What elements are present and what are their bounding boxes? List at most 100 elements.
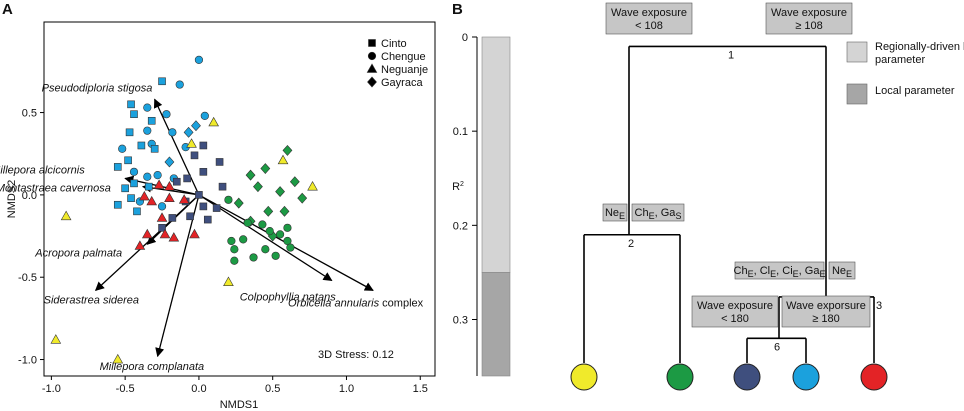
sample-point-yellow (277, 154, 289, 165)
sample-point-green (263, 205, 274, 217)
split-1-left-box: Wave exposure< 108 (605, 2, 693, 35)
split-6-left-box-text: < 180 (721, 313, 749, 325)
sample-point-navy (199, 168, 208, 176)
sample-point-yellow (50, 334, 62, 344)
sample-point-blue (130, 110, 138, 119)
species-vector-label: Siderastrea siderea (44, 294, 139, 306)
sample-point-blue (113, 200, 122, 209)
split-1-right-box: Wave exposure≥ 108 (765, 2, 853, 35)
sample-point-green (279, 205, 290, 217)
sample-point-green (249, 253, 258, 262)
legend-swatch-local (846, 83, 868, 105)
split-3-left-box-bg (734, 261, 825, 280)
sample-point-green (243, 218, 252, 227)
species-vector-label: Montastraea cavernosa (0, 183, 111, 195)
legend-label: Gayraca (381, 77, 423, 89)
sample-point-green (275, 186, 285, 198)
split-2-right-box: ChE, GaS (631, 203, 685, 222)
split-number: 6 (774, 341, 780, 353)
sample-point-blue (124, 156, 132, 165)
sample-point-green (253, 181, 263, 193)
sample-point-green (289, 176, 300, 188)
legend-marker-circle (367, 51, 377, 61)
sample-point-red (178, 194, 190, 204)
sample-point-blue (143, 103, 152, 112)
split-number: 1 (728, 49, 734, 61)
tree-legend-label: parameter (875, 54, 925, 66)
r2-tick-label: 0.3 (453, 315, 468, 327)
species-vector (198, 194, 333, 282)
sample-point-yellow (223, 276, 234, 286)
species-vectors: Pseudodiploria stigosa Millepora alcicorn… (0, 82, 424, 373)
legend-label: Chengue (381, 51, 426, 63)
species-vector-label: Orbicella annularis complex (288, 297, 424, 309)
sample-point-green (245, 169, 256, 181)
species-vector (155, 194, 200, 358)
sample-point-navy (183, 174, 191, 183)
tree-leaf-green (666, 363, 694, 391)
sample-point-blue (127, 100, 135, 109)
split-number: 2 (628, 238, 634, 250)
sample-point-blue (118, 144, 127, 153)
tree-leaf-blue (792, 363, 820, 391)
r2-tick-label: 0 (462, 32, 468, 44)
legend-label: Neguanje (381, 64, 428, 76)
sample-point-green (283, 223, 292, 232)
sample-point-blue (191, 120, 201, 132)
sample-point-green (271, 251, 280, 260)
sample-point-yellow (307, 181, 318, 191)
sample-point-blue (143, 172, 152, 181)
sample-point-blue (143, 126, 152, 135)
y-tick-label: 0.0 (22, 190, 37, 202)
r2-tick-label: 0.2 (453, 220, 468, 232)
split-2-left-box-bg (602, 203, 628, 222)
nmds-plot-frame (43, 21, 436, 377)
tree-leaf-red (860, 363, 888, 391)
split-2-right-box-bg (631, 203, 685, 222)
split-3-left-box-text: ChE, ClE, CiE, GaE (734, 265, 826, 279)
sample-point-navy (215, 158, 224, 166)
sample-point-blue (144, 182, 153, 191)
r2-bar (481, 36, 511, 377)
r2-tick-label: 0.1 (453, 126, 468, 138)
tree-legend-label: Local parameter (875, 85, 955, 97)
sample-point-yellow (60, 210, 72, 221)
sample-point-green (230, 256, 239, 265)
sample-point-red (139, 190, 150, 201)
split-number: 3 (876, 300, 882, 312)
species-vector (94, 194, 200, 291)
tree-branches (583, 45, 875, 363)
sample-point-blue (150, 144, 159, 153)
sample-point-blue (200, 111, 209, 120)
sample-point-blue (153, 171, 162, 180)
sample-point-navy (158, 224, 166, 232)
legend-label: Cinto (381, 38, 407, 50)
split-1-left-box-text: Wave exposure (611, 7, 687, 19)
sample-point-green (227, 236, 236, 246)
sample-point-navy (186, 212, 194, 221)
sample-point-green (261, 245, 270, 254)
sample-point-blue (162, 110, 171, 119)
sample-point-blue (164, 156, 175, 168)
sample-point-blue (175, 80, 184, 89)
sample-point-blue (157, 202, 167, 211)
split-6-left-box-bg (691, 295, 779, 328)
tree-leaves (570, 363, 888, 391)
stress-label: 3D Stress: 0.12 (318, 349, 394, 361)
split-2-left-box-text: NeE (605, 207, 625, 221)
y-tick-label: -1.0 (18, 355, 37, 367)
split-boxes: 1 2 3 6 Wave exposure< 108 Wave exposure≥ 108… (602, 2, 882, 353)
sample-point-blue (130, 179, 138, 188)
sample-point-yellow (112, 353, 124, 364)
nmds-axis-ticks: -1.0 -0.5 0.0 0.5 1.0 1.5 0.5 0.0 -0.5 -1.0 (18, 108, 428, 395)
sample-point-navy (199, 141, 208, 150)
legend-marker-triangle (366, 63, 378, 73)
x-tick-label: 0.5 (265, 383, 280, 395)
sample-point-green (239, 235, 248, 244)
tree-legend-label: Regionally-driven local (875, 41, 964, 53)
r2-bar-regional (481, 36, 511, 273)
species-vector-label: Millepora complanata (100, 361, 205, 373)
sample-point-blue (121, 184, 129, 193)
